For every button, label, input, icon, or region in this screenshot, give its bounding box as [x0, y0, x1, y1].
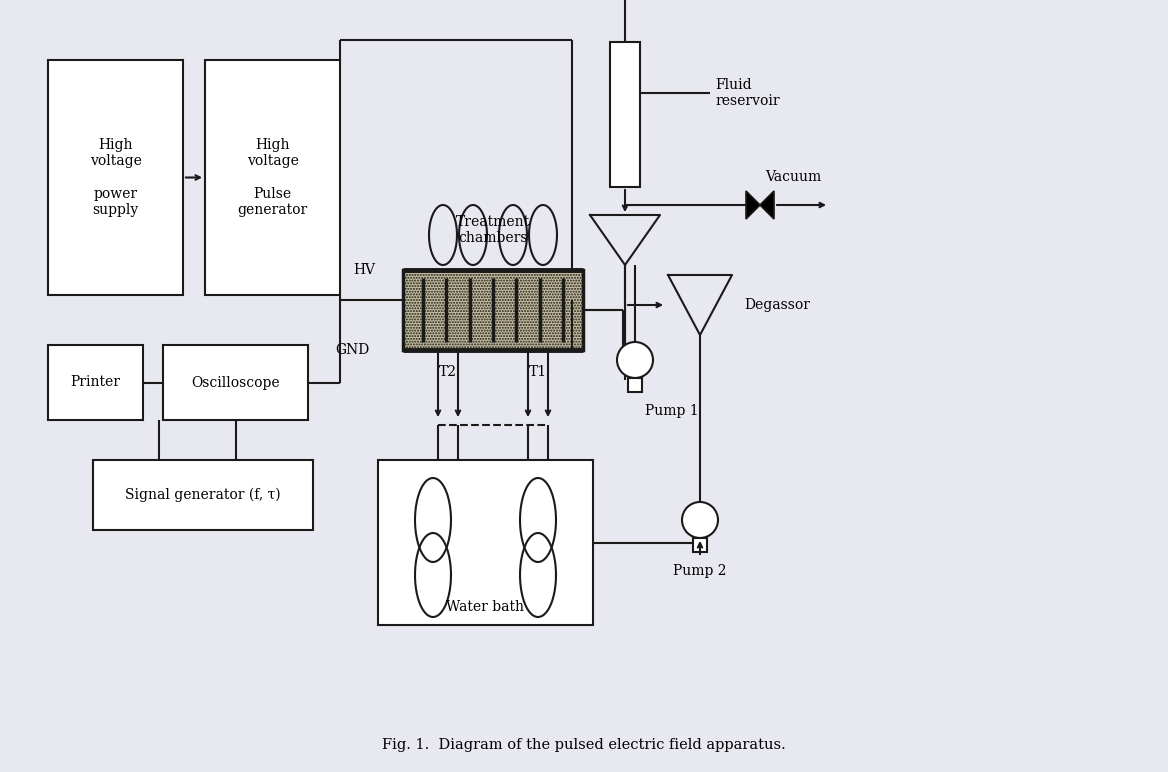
Text: T2: T2 [439, 365, 457, 379]
Bar [610, 42, 640, 187]
Text: High
voltage

Pulse
generator: High voltage Pulse generator [237, 138, 307, 217]
Bar [93, 460, 313, 530]
Bar [403, 270, 583, 350]
Text: GND: GND [335, 343, 370, 357]
Circle shape [682, 502, 718, 538]
Text: Fluid
reservoir: Fluid reservoir [715, 78, 779, 108]
Text: Vacuum: Vacuum [765, 170, 821, 184]
Polygon shape [760, 191, 774, 219]
Text: Oscilloscope: Oscilloscope [192, 375, 280, 390]
Bar [206, 60, 340, 295]
Text: Degassor: Degassor [744, 298, 809, 312]
Text: T1: T1 [529, 365, 547, 379]
Bar [378, 460, 593, 625]
Text: Pump 1: Pump 1 [645, 404, 698, 418]
Text: Signal generator (f, τ): Signal generator (f, τ) [125, 488, 280, 503]
Circle shape [617, 342, 653, 378]
Text: Printer: Printer [70, 375, 120, 390]
Text: High
voltage

power
supply: High voltage power supply [90, 138, 141, 217]
Bar [693, 538, 707, 552]
Text: Treatment
chambers: Treatment chambers [456, 215, 530, 245]
Bar [48, 345, 142, 420]
Bar [48, 60, 183, 295]
Text: HV: HV [353, 263, 375, 277]
Text: Water bath: Water bath [446, 600, 524, 614]
Text: Fig. 1.  Diagram of the pulsed electric field apparatus.: Fig. 1. Diagram of the pulsed electric f… [382, 738, 786, 752]
Polygon shape [746, 191, 760, 219]
Text: Pump 2: Pump 2 [673, 564, 726, 578]
Bar [164, 345, 308, 420]
Bar [628, 378, 642, 392]
